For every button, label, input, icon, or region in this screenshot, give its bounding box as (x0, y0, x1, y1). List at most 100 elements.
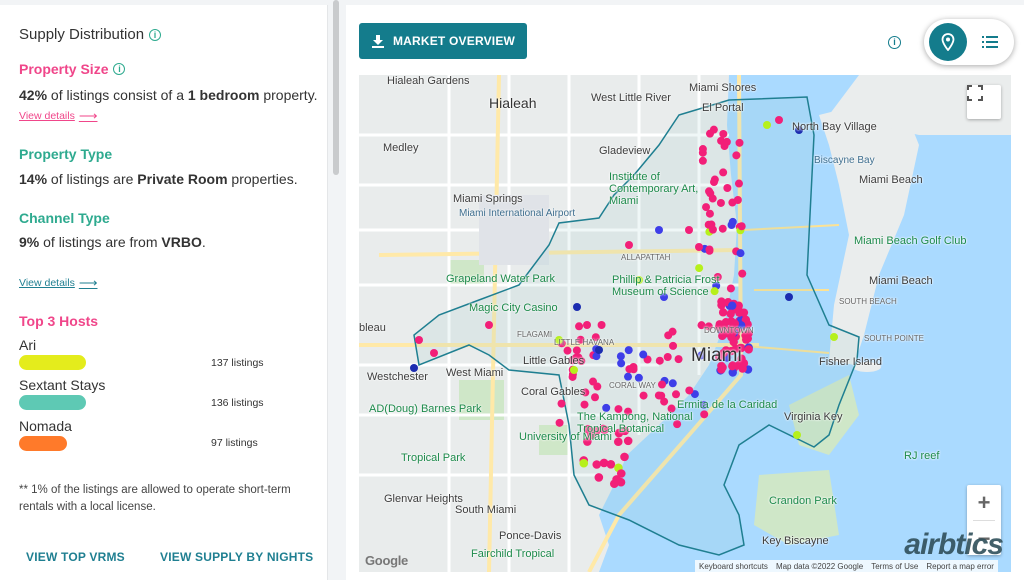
view-supply-by-nights-link[interactable]: VIEW SUPPLY BY NIGHTS (160, 550, 314, 564)
listing-marker[interactable] (624, 346, 633, 355)
listing-marker[interactable] (719, 168, 728, 177)
listing-marker[interactable] (699, 400, 708, 409)
listing-marker[interactable] (795, 126, 803, 134)
listing-marker[interactable] (726, 309, 735, 318)
listing-marker[interactable] (793, 431, 801, 439)
listing-marker[interactable] (713, 273, 722, 282)
listing-marker[interactable] (763, 121, 771, 129)
listing-marker[interactable] (728, 361, 737, 371)
listing-marker[interactable] (624, 372, 633, 381)
listing-marker[interactable] (595, 346, 603, 354)
listing-marker[interactable] (705, 209, 714, 218)
listing-marker[interactable] (575, 322, 584, 331)
listing-marker[interactable] (598, 424, 608, 434)
listing-marker[interactable] (708, 225, 717, 234)
market-overview-button[interactable]: MARKET OVERVIEW (359, 23, 527, 59)
listing-marker[interactable] (591, 426, 601, 436)
report-error-link[interactable]: Report a map error (926, 561, 994, 571)
listing-marker[interactable] (718, 308, 728, 317)
listing-marker[interactable] (660, 397, 669, 406)
listing-marker[interactable] (730, 319, 740, 328)
map[interactable]: Hialeah Gardens Hialeah West Little River M… (359, 75, 1011, 572)
listing-marker[interactable] (668, 327, 677, 336)
listing-marker[interactable] (594, 473, 604, 482)
channel-type-view-details-link[interactable]: View details ⟶ (19, 275, 97, 291)
listing-marker[interactable] (728, 217, 737, 226)
listing-marker[interactable] (727, 333, 736, 342)
listing-marker[interactable] (616, 352, 625, 361)
listing-marker[interactable] (617, 359, 626, 368)
listing-marker[interactable] (577, 357, 586, 366)
info-icon[interactable]: i (149, 28, 162, 41)
listing-marker[interactable] (620, 452, 629, 462)
listing-marker[interactable] (728, 301, 737, 310)
listing-marker[interactable] (576, 335, 585, 344)
listing-marker[interactable] (697, 321, 706, 330)
property-size-view-details-link[interactable]: View details ⟶ (19, 108, 97, 124)
listing-marker[interactable] (705, 129, 714, 138)
zoom-in-button[interactable]: + (977, 489, 991, 515)
listing-marker[interactable] (573, 303, 581, 311)
listing-marker[interactable] (718, 224, 727, 233)
listing-marker[interactable] (743, 334, 752, 343)
listing-marker[interactable] (674, 355, 683, 364)
listing-marker[interactable] (708, 194, 717, 203)
listing-marker[interactable] (705, 245, 714, 254)
listing-marker[interactable] (785, 293, 793, 301)
view-top-vrms-link[interactable]: VIEW TOP VRMS (26, 550, 125, 564)
terms-link[interactable]: Terms of Use (871, 561, 919, 571)
listing-marker[interactable] (728, 368, 737, 377)
info-icon[interactable]: i (888, 36, 901, 49)
listing-marker[interactable] (716, 198, 725, 207)
listing-marker[interactable] (591, 393, 600, 402)
view-details-text[interactable]: View details (19, 277, 75, 289)
listing-marker[interactable] (583, 424, 593, 434)
listing-marker[interactable] (695, 243, 703, 251)
listing-marker[interactable] (738, 269, 747, 278)
listing-marker[interactable] (639, 391, 648, 400)
view-details-text[interactable]: View details (19, 110, 75, 122)
listing-marker[interactable] (589, 377, 598, 386)
listing-marker[interactable] (655, 356, 664, 365)
listing-marker[interactable] (733, 196, 742, 205)
listing-marker[interactable] (716, 323, 725, 332)
listing-marker[interactable] (623, 436, 633, 446)
listing-marker[interactable] (657, 380, 666, 389)
listing-marker[interactable] (625, 365, 634, 374)
listing-marker[interactable] (599, 458, 609, 468)
listing-marker[interactable] (717, 300, 726, 310)
listing-marker[interactable] (731, 344, 740, 354)
listing-marker[interactable] (580, 400, 589, 409)
listing-marker[interactable] (430, 349, 438, 357)
listing-marker[interactable] (613, 437, 623, 447)
listing-marker[interactable] (672, 390, 681, 399)
listing-marker[interactable] (719, 129, 728, 138)
listing-marker[interactable] (735, 308, 744, 317)
listing-marker[interactable] (634, 373, 643, 382)
listing-marker[interactable] (625, 241, 633, 249)
listing-marker[interactable] (609, 479, 619, 489)
listing-marker[interactable] (669, 341, 678, 350)
listing-marker[interactable] (415, 336, 423, 344)
listing-marker[interactable] (695, 264, 704, 273)
listing-marker[interactable] (410, 364, 418, 372)
listing-marker[interactable] (614, 405, 623, 414)
listing-marker[interactable] (660, 293, 668, 301)
listing-marker[interactable] (591, 333, 600, 342)
listing-marker[interactable] (735, 138, 744, 147)
listing-marker[interactable] (563, 346, 572, 355)
listing-marker[interactable] (668, 379, 677, 388)
listing-marker[interactable] (723, 184, 732, 193)
listing-marker[interactable] (698, 156, 707, 165)
listing-marker[interactable] (685, 386, 694, 395)
listing-marker[interactable] (624, 407, 633, 416)
listing-marker[interactable] (741, 315, 751, 325)
listing-marker[interactable] (710, 178, 719, 187)
listing-marker[interactable] (698, 145, 707, 154)
listing-marker[interactable] (737, 354, 746, 363)
listing-marker[interactable] (697, 351, 706, 360)
listing-marker[interactable] (557, 399, 566, 408)
listing-marker[interactable] (654, 391, 663, 400)
listing-marker[interactable] (583, 437, 592, 446)
listing-marker[interactable] (736, 249, 745, 258)
